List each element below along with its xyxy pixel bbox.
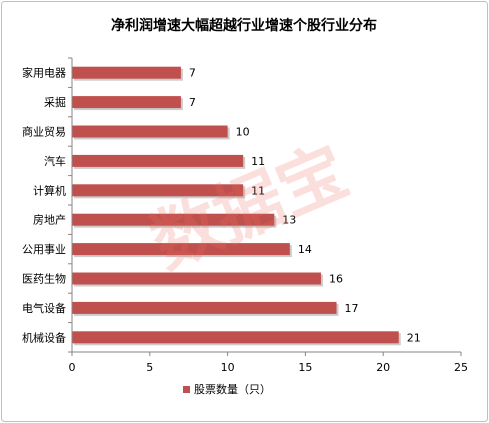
bar [72,96,181,109]
x-tick-label: 20 [376,361,390,374]
bar [72,243,290,256]
category-label: 计算机 [33,183,66,197]
data-label: 7 [189,67,196,80]
data-label: 11 [251,184,265,197]
data-label: 14 [298,243,312,256]
bars-layer: 7 7 10 11 11 13 14 16 17 21 [72,66,421,346]
data-label: 13 [282,214,296,227]
category-label: 公用事业 [22,243,66,256]
x-tick-label: 15 [298,361,312,374]
category-label: 采掘 [44,95,66,109]
bar [72,331,399,344]
bar [72,301,337,314]
category-label: 电气设备 [22,301,66,315]
bar [72,213,275,226]
legend-swatch [183,386,190,393]
category-label: 家用电器 [22,66,66,80]
bar [72,66,181,79]
x-tick-label: 0 [69,361,76,374]
category-label: 机械设备 [22,330,66,344]
category-label: 医药生物 [22,272,66,286]
category-label: 汽车 [44,154,66,168]
x-tick-label: 10 [221,361,235,374]
legend: 股票数量（只） [183,383,271,396]
data-label: 7 [189,96,196,109]
data-label: 17 [345,302,359,315]
category-label: 商业贸易 [22,125,66,139]
x-tick-label: 25 [454,361,468,374]
legend-label: 股票数量（只） [194,383,271,396]
category-label: 房地产 [33,213,66,227]
x-tick-label: 5 [146,361,153,374]
bar [72,125,228,138]
data-label: 10 [236,126,250,139]
bar [72,184,244,197]
data-label: 11 [251,155,265,168]
data-label: 16 [329,273,343,286]
bar [72,154,244,167]
data-label: 21 [407,331,421,344]
bar [72,272,321,285]
chart-title: 净利润增速大幅超越行业增速个股行业分布 [111,17,377,34]
